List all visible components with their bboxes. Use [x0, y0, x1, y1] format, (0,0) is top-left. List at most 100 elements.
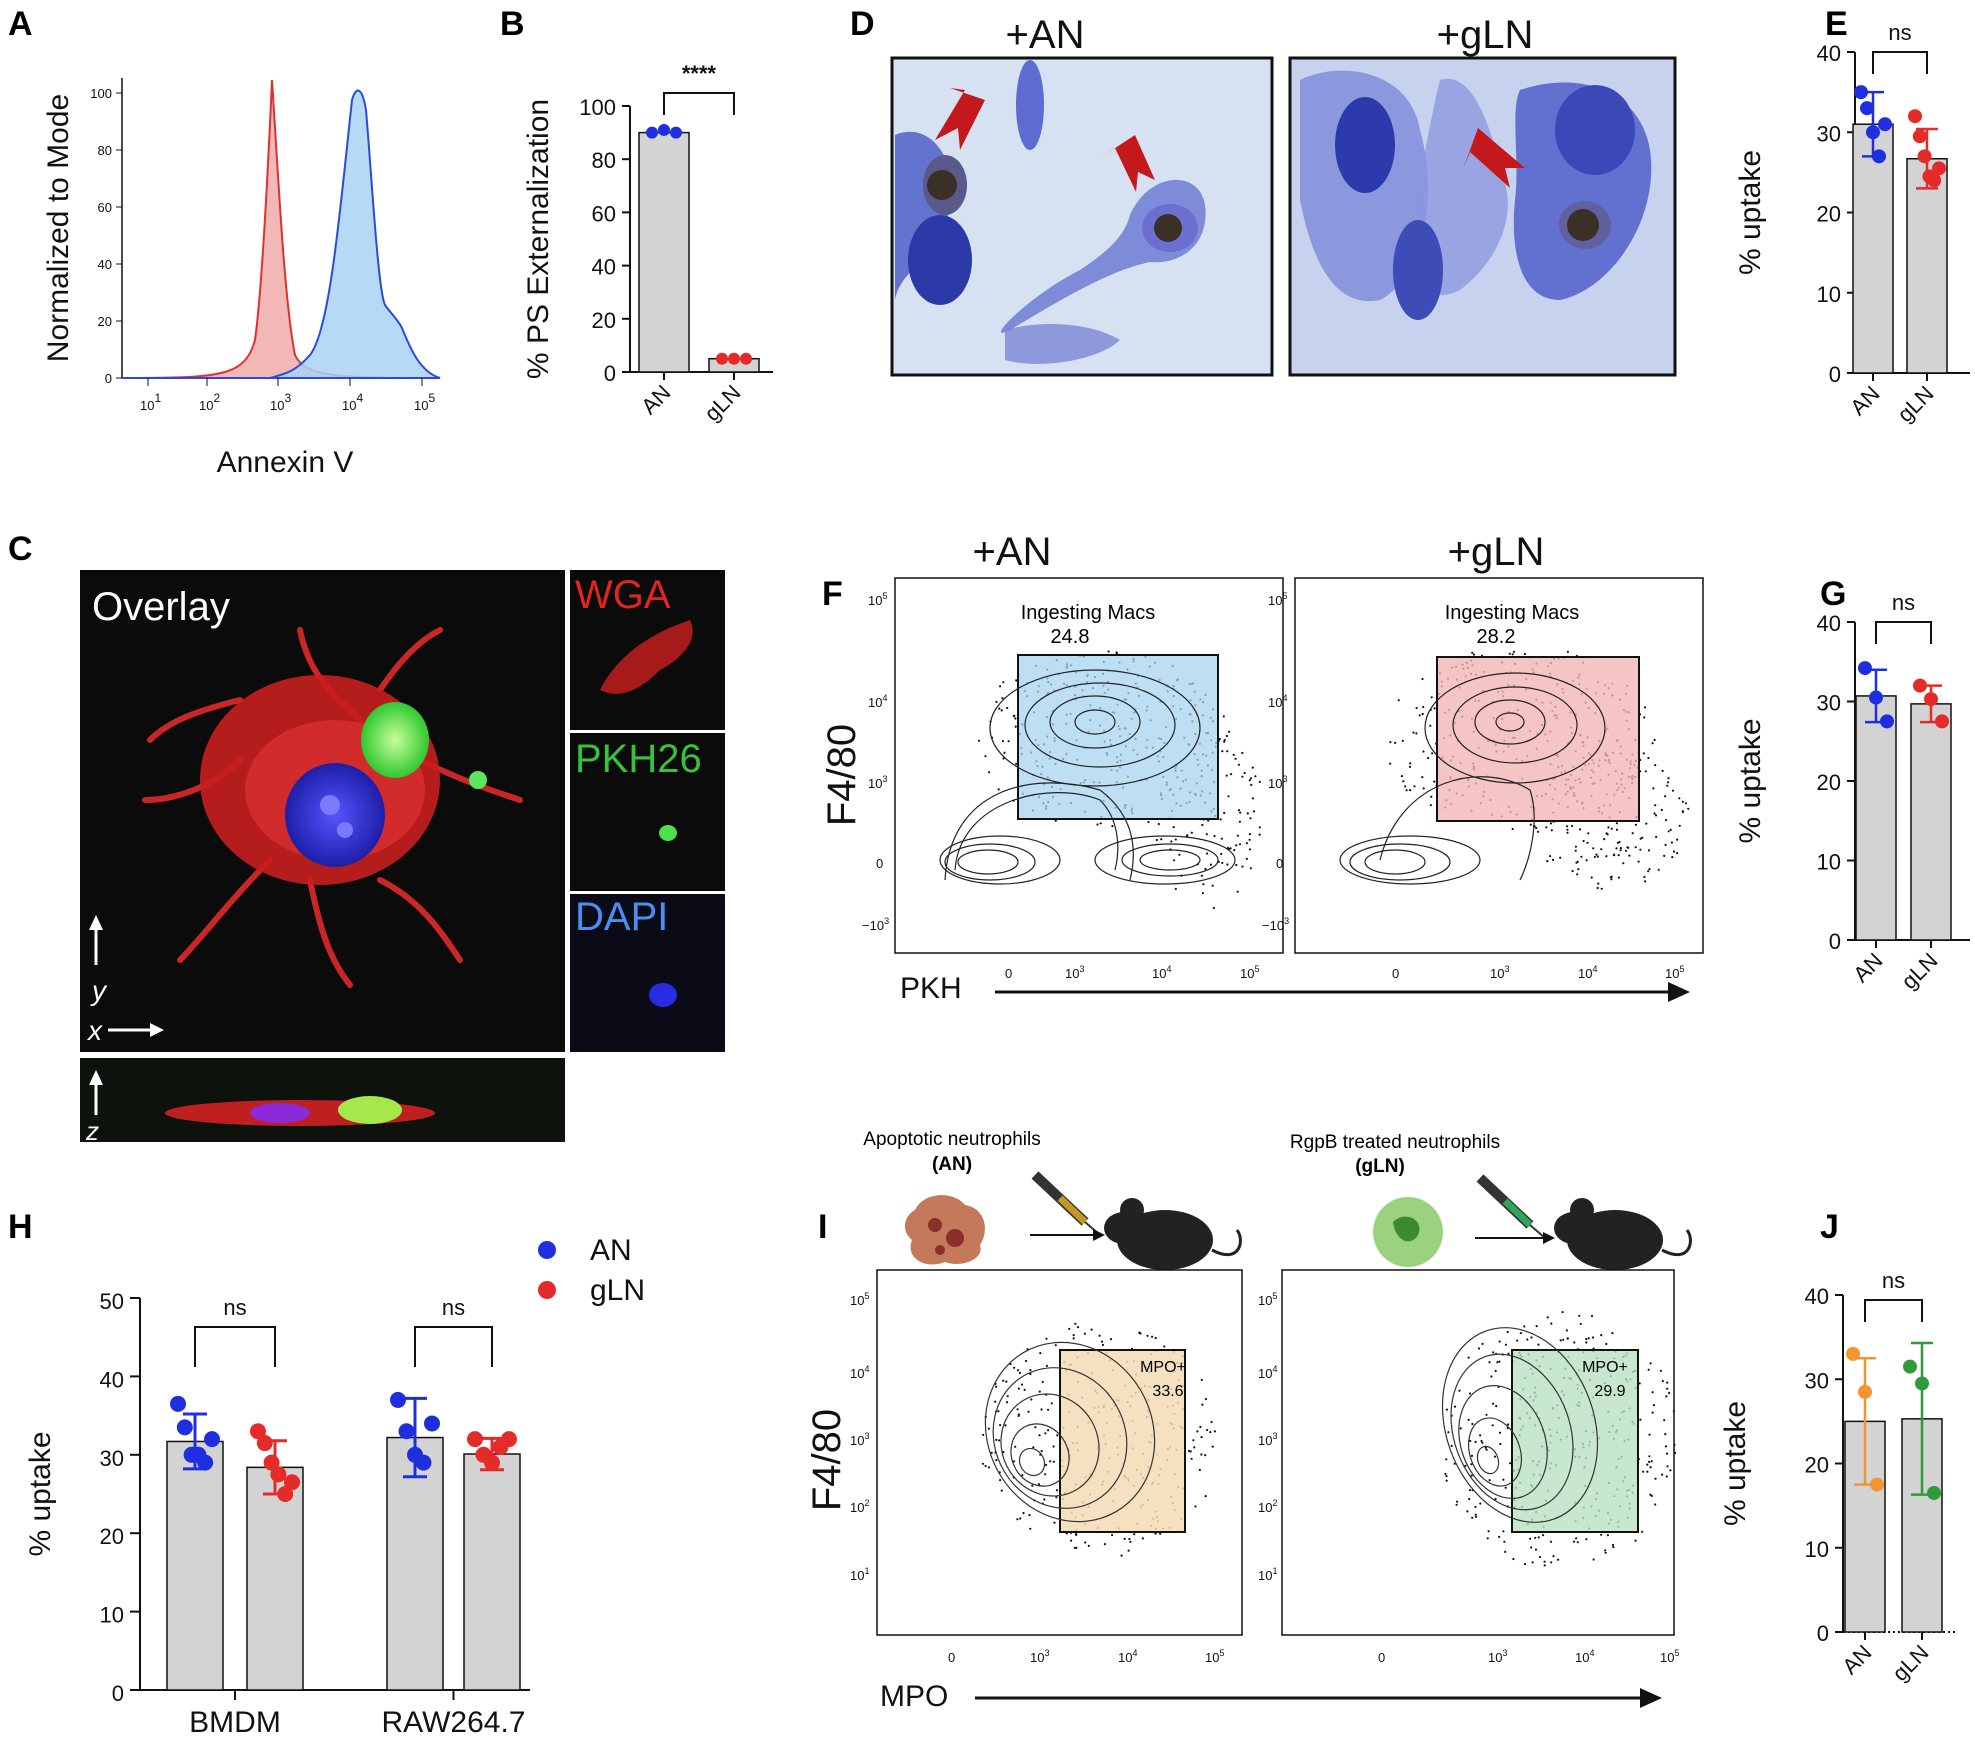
- flow-event-dot: [1187, 1449, 1191, 1452]
- chartG-x-tick-label-AN: AN: [1848, 948, 1887, 987]
- flow-event-dot: [1678, 797, 1681, 800]
- flow-event-dot: [1576, 873, 1579, 876]
- flow-event-dot: [1405, 789, 1408, 792]
- flow-event-dot: [1643, 706, 1647, 709]
- flow-event-dot: [1241, 751, 1244, 755]
- flow-event-dot: [1591, 1336, 1595, 1339]
- panel-h-data-point: [484, 1454, 500, 1471]
- flow-event-dot: [1508, 652, 1511, 655]
- flow-event-dot: [1004, 1424, 1007, 1427]
- flow-event-dot: [999, 1479, 1002, 1482]
- flow-f-y-tick-label: 104: [1268, 693, 1287, 710]
- flow-event-dot: [1190, 1457, 1193, 1460]
- flow-event-dot: [994, 1400, 997, 1403]
- flow-f-x-label: PKH: [900, 972, 962, 1005]
- chartG-data-point: [1869, 690, 1883, 705]
- flow-i-x-tick-label: 105: [1660, 1648, 1679, 1665]
- flow-event-dot: [1001, 697, 1004, 700]
- chartG-y-tick-label: 10: [1817, 850, 1841, 875]
- flow-event-dot: [1073, 1546, 1076, 1549]
- flow-event-dot: [1200, 1378, 1203, 1381]
- flow-event-dot: [1192, 1439, 1195, 1442]
- flow-event-dot: [1236, 890, 1239, 893]
- flow-event-dot: [1659, 1369, 1662, 1372]
- flow-event-dot: [1200, 874, 1203, 877]
- axis-x-label: x: [86, 1015, 103, 1046]
- flow-event-dot: [1498, 1431, 1502, 1434]
- flow-event-dot: [1099, 822, 1102, 825]
- flow-event-dot: [1207, 819, 1210, 822]
- flow-i-x-tick-label: 103: [1030, 1648, 1049, 1665]
- gln-abbrev: (gLN): [1355, 1156, 1405, 1177]
- flow-event-dot: [1651, 742, 1654, 745]
- flow-event-dot: [1664, 1445, 1667, 1448]
- flow-event-dot: [1526, 1338, 1529, 1341]
- flow-event-dot: [1037, 1483, 1041, 1486]
- chartE-data-point: [1932, 161, 1946, 176]
- flow-i-x-tick-label: 105: [1205, 1648, 1224, 1665]
- flow-event-dot: [1458, 1389, 1461, 1392]
- flow-event-dot: [1487, 1530, 1490, 1533]
- flow-event-dot: [1028, 1514, 1031, 1517]
- flow-i-x-tick-label: 0: [1378, 1650, 1385, 1665]
- flow-event-dot: [1512, 1557, 1515, 1561]
- flow-event-dot: [1579, 828, 1582, 831]
- panel-h-x-tick-label-RAW264.7: RAW264.7: [382, 1706, 526, 1739]
- flow-event-dot: [1672, 850, 1676, 853]
- flow-event-dot: [1107, 650, 1110, 653]
- flow-event-dot: [1652, 787, 1655, 790]
- flow-event-dot: [1545, 826, 1548, 829]
- flow-event-dot: [1230, 773, 1233, 776]
- flow-event-dot: [1600, 887, 1603, 890]
- chartJ-y-tick-label: 10: [1805, 1537, 1829, 1562]
- flow-event-dot: [1229, 847, 1232, 850]
- flow-event-dot: [1643, 875, 1646, 879]
- flow-event-dot: [1000, 709, 1003, 712]
- z-stack-image: [80, 1058, 565, 1142]
- flow-event-dot: [1654, 1503, 1657, 1506]
- flow-event-dot: [1549, 1540, 1553, 1543]
- flow-i-y-tick-label: 101: [1258, 1566, 1277, 1583]
- flow-event-dot: [1034, 1426, 1037, 1429]
- flow-event-dot: [1502, 1530, 1505, 1533]
- chartG-y-tick-label: 0: [1829, 929, 1841, 954]
- flow-event-dot: [1496, 1361, 1499, 1364]
- flow-event-dot: [1646, 1470, 1649, 1473]
- flow-event-dot: [1634, 1539, 1637, 1542]
- flow-event-dot: [1100, 1340, 1104, 1343]
- flow-event-dot: [1481, 1441, 1484, 1444]
- flow-event-dot: [1479, 1502, 1482, 1505]
- flow-event-dot: [999, 685, 1002, 688]
- flow-event-dot: [1249, 817, 1252, 820]
- flow-event-dot: [1600, 848, 1603, 851]
- flow-event-dot: [1174, 838, 1177, 841]
- chartJ-y-tick-label: 40: [1805, 1284, 1829, 1309]
- arrow-right-icon: [1030, 1229, 1105, 1241]
- flow-event-dot: [1674, 1451, 1677, 1454]
- chartJ-y-tick-label: 0: [1817, 1621, 1829, 1646]
- flow-event-dot: [1205, 833, 1208, 836]
- flow-event-dot: [1172, 826, 1175, 829]
- flow-event-dot: [1248, 838, 1251, 841]
- flow-event-dot: [1647, 870, 1650, 873]
- flow-event-dot: [1543, 1564, 1546, 1567]
- flow-event-dot: [1607, 826, 1610, 829]
- panel-h-data-point: [256, 1435, 273, 1452]
- flow-event-dot: [1040, 1408, 1043, 1411]
- flow-event-dot: [1087, 1544, 1090, 1547]
- flow-event-dot: [1516, 1339, 1519, 1342]
- panel-h-data-point: [277, 1486, 294, 1502]
- flow-event-dot: [1534, 1548, 1538, 1551]
- chartE-data-point: [1872, 149, 1886, 164]
- chartG-y-tick-label: 40: [1817, 611, 1841, 636]
- flow-event-dot: [1258, 780, 1261, 784]
- flow-event-dot: [1241, 865, 1244, 868]
- flow-event-dot: [1038, 1434, 1041, 1437]
- flow-event-dot: [1603, 838, 1606, 841]
- flow-event-dot: [1468, 1392, 1472, 1395]
- flow-event-dot: [1120, 1554, 1123, 1557]
- flow-event-dot: [1129, 1540, 1132, 1543]
- flow-event-dot: [1249, 777, 1252, 780]
- flow-event-dot: [1559, 856, 1562, 859]
- flow-event-dot: [997, 1410, 1000, 1413]
